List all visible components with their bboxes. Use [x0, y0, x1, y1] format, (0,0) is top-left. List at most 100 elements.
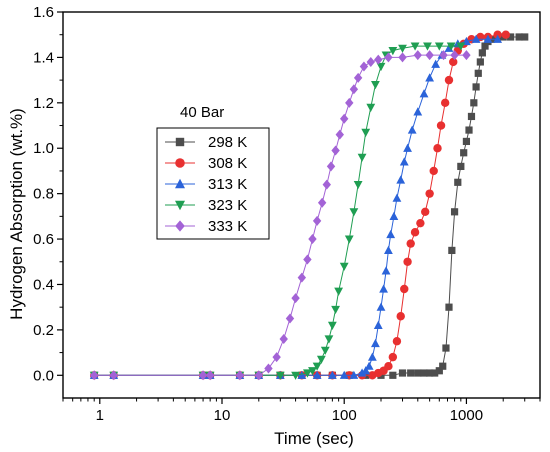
data-point — [384, 52, 393, 63]
data-point — [264, 363, 273, 374]
data-point — [410, 42, 420, 51]
data-point — [349, 208, 359, 217]
data-point — [322, 179, 331, 190]
data-point — [396, 175, 406, 184]
data-point — [398, 52, 407, 63]
data-point — [379, 284, 388, 293]
data-point — [388, 352, 398, 362]
data-point — [349, 370, 359, 379]
data-point — [279, 333, 288, 344]
data-point — [291, 371, 300, 380]
data-point — [389, 211, 399, 220]
legend-label: 323 K — [208, 197, 247, 214]
data-point — [334, 287, 344, 296]
data-point — [407, 369, 415, 377]
data-point — [308, 367, 317, 376]
legend-item: 298 K — [165, 134, 247, 151]
data-point — [462, 50, 471, 61]
data-point — [291, 293, 300, 304]
data-point — [339, 370, 349, 379]
data-point — [444, 75, 454, 85]
x-tick-label: 1 — [96, 407, 104, 424]
data-point — [439, 362, 447, 370]
axes-layer: 1 10 100 1000 0.0 0.2 0.4 0.6 0.8 1.0 1.2 1.4 1.6 — [33, 4, 541, 424]
data-point — [109, 370, 118, 381]
data-point — [481, 42, 489, 50]
legend-item: 333 K — [165, 218, 247, 235]
data-point — [471, 34, 481, 43]
data-point — [439, 50, 448, 61]
data-point — [501, 30, 511, 39]
legend-marker — [175, 137, 185, 147]
x-tick-label: 100 — [332, 407, 357, 424]
data-point — [440, 98, 450, 108]
data-point — [297, 272, 307, 283]
data-point — [316, 355, 326, 364]
data-point — [431, 369, 439, 377]
data-point — [340, 113, 349, 124]
data-point — [367, 352, 377, 361]
data-point — [407, 125, 417, 134]
data-point — [507, 33, 515, 41]
data-point — [470, 99, 478, 107]
data-point — [465, 126, 473, 134]
legend-label: 298 K — [208, 134, 247, 151]
data-point — [493, 34, 503, 43]
data-point — [89, 370, 99, 381]
data-point — [327, 321, 337, 330]
data-point — [400, 284, 409, 294]
data-point — [359, 61, 369, 72]
data-point — [396, 312, 405, 321]
data-point — [425, 189, 434, 198]
legend-label: 333 K — [208, 218, 247, 235]
data-point — [521, 33, 529, 41]
data-point — [457, 162, 465, 170]
y-tick-label: 0.0 — [33, 367, 54, 384]
data-point — [317, 197, 327, 208]
y-tick-label: 0.8 — [33, 186, 54, 203]
data-point — [448, 246, 456, 255]
data-point — [386, 229, 396, 239]
y-tick-label: 0.4 — [33, 276, 54, 293]
data-point — [429, 166, 438, 176]
data-point — [450, 208, 459, 216]
data-point — [413, 107, 423, 116]
data-point — [376, 302, 386, 311]
legend-label: 308 K — [208, 155, 247, 172]
data-point — [384, 362, 393, 371]
data-point — [392, 337, 402, 346]
legend-marker — [175, 158, 185, 168]
series-line — [94, 54, 467, 376]
data-point — [312, 215, 322, 226]
data-point — [476, 58, 484, 66]
data-point — [374, 54, 383, 65]
data-point — [361, 128, 371, 137]
y-tick-label: 0.2 — [33, 322, 54, 339]
data-point — [414, 369, 422, 377]
data-point — [285, 313, 295, 324]
y-tick-label: 1.6 — [33, 4, 54, 21]
data-point — [353, 72, 363, 83]
data-point — [326, 161, 336, 172]
data-point — [434, 42, 444, 51]
data-point — [416, 218, 425, 228]
plot-frame — [62, 11, 541, 399]
data-point — [308, 234, 317, 245]
data-point — [235, 370, 245, 381]
data-point — [433, 144, 442, 153]
data-point — [398, 44, 407, 53]
data-point — [460, 149, 468, 157]
data-point — [419, 89, 429, 98]
data-point — [454, 178, 462, 186]
series-323k — [89, 42, 466, 380]
data-point — [425, 50, 434, 61]
data-point — [205, 370, 215, 381]
data-point — [297, 370, 307, 379]
data-point — [462, 137, 471, 146]
data-point — [472, 83, 480, 91]
data-point — [364, 361, 374, 370]
data-point — [456, 42, 466, 51]
data-point — [345, 97, 354, 108]
data-point — [381, 266, 391, 275]
